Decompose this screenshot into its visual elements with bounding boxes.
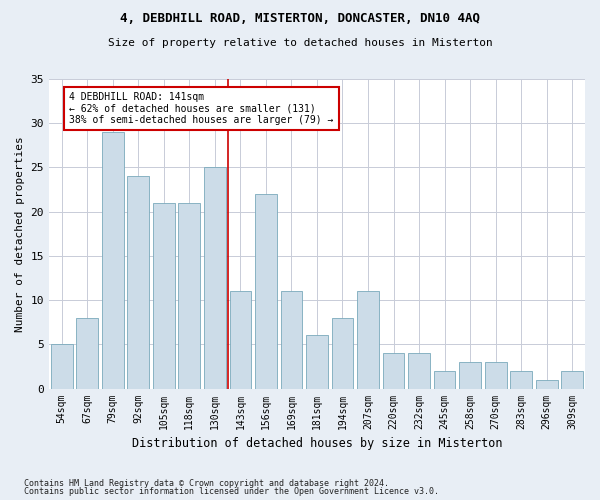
- Bar: [102, 132, 124, 388]
- Bar: [127, 176, 149, 388]
- Bar: [281, 292, 302, 388]
- Bar: [485, 362, 506, 388]
- Bar: [459, 362, 481, 388]
- Bar: [383, 353, 404, 388]
- Bar: [511, 371, 532, 388]
- Bar: [408, 353, 430, 388]
- Bar: [536, 380, 557, 388]
- Bar: [178, 203, 200, 388]
- Text: Size of property relative to detached houses in Misterton: Size of property relative to detached ho…: [107, 38, 493, 48]
- Bar: [76, 318, 98, 388]
- Text: Contains public sector information licensed under the Open Government Licence v3: Contains public sector information licen…: [24, 487, 439, 496]
- Y-axis label: Number of detached properties: Number of detached properties: [15, 136, 25, 332]
- Bar: [51, 344, 73, 389]
- Bar: [255, 194, 277, 388]
- Bar: [153, 203, 175, 388]
- Bar: [230, 292, 251, 388]
- Bar: [332, 318, 353, 388]
- Bar: [357, 292, 379, 388]
- Bar: [306, 336, 328, 388]
- Text: 4, DEBDHILL ROAD, MISTERTON, DONCASTER, DN10 4AQ: 4, DEBDHILL ROAD, MISTERTON, DONCASTER, …: [120, 12, 480, 26]
- Bar: [204, 168, 226, 388]
- Text: Contains HM Land Registry data © Crown copyright and database right 2024.: Contains HM Land Registry data © Crown c…: [24, 478, 389, 488]
- Bar: [562, 371, 583, 388]
- X-axis label: Distribution of detached houses by size in Misterton: Distribution of detached houses by size …: [132, 437, 502, 450]
- Text: 4 DEBDHILL ROAD: 141sqm
← 62% of detached houses are smaller (131)
38% of semi-d: 4 DEBDHILL ROAD: 141sqm ← 62% of detache…: [70, 92, 334, 126]
- Bar: [434, 371, 455, 388]
